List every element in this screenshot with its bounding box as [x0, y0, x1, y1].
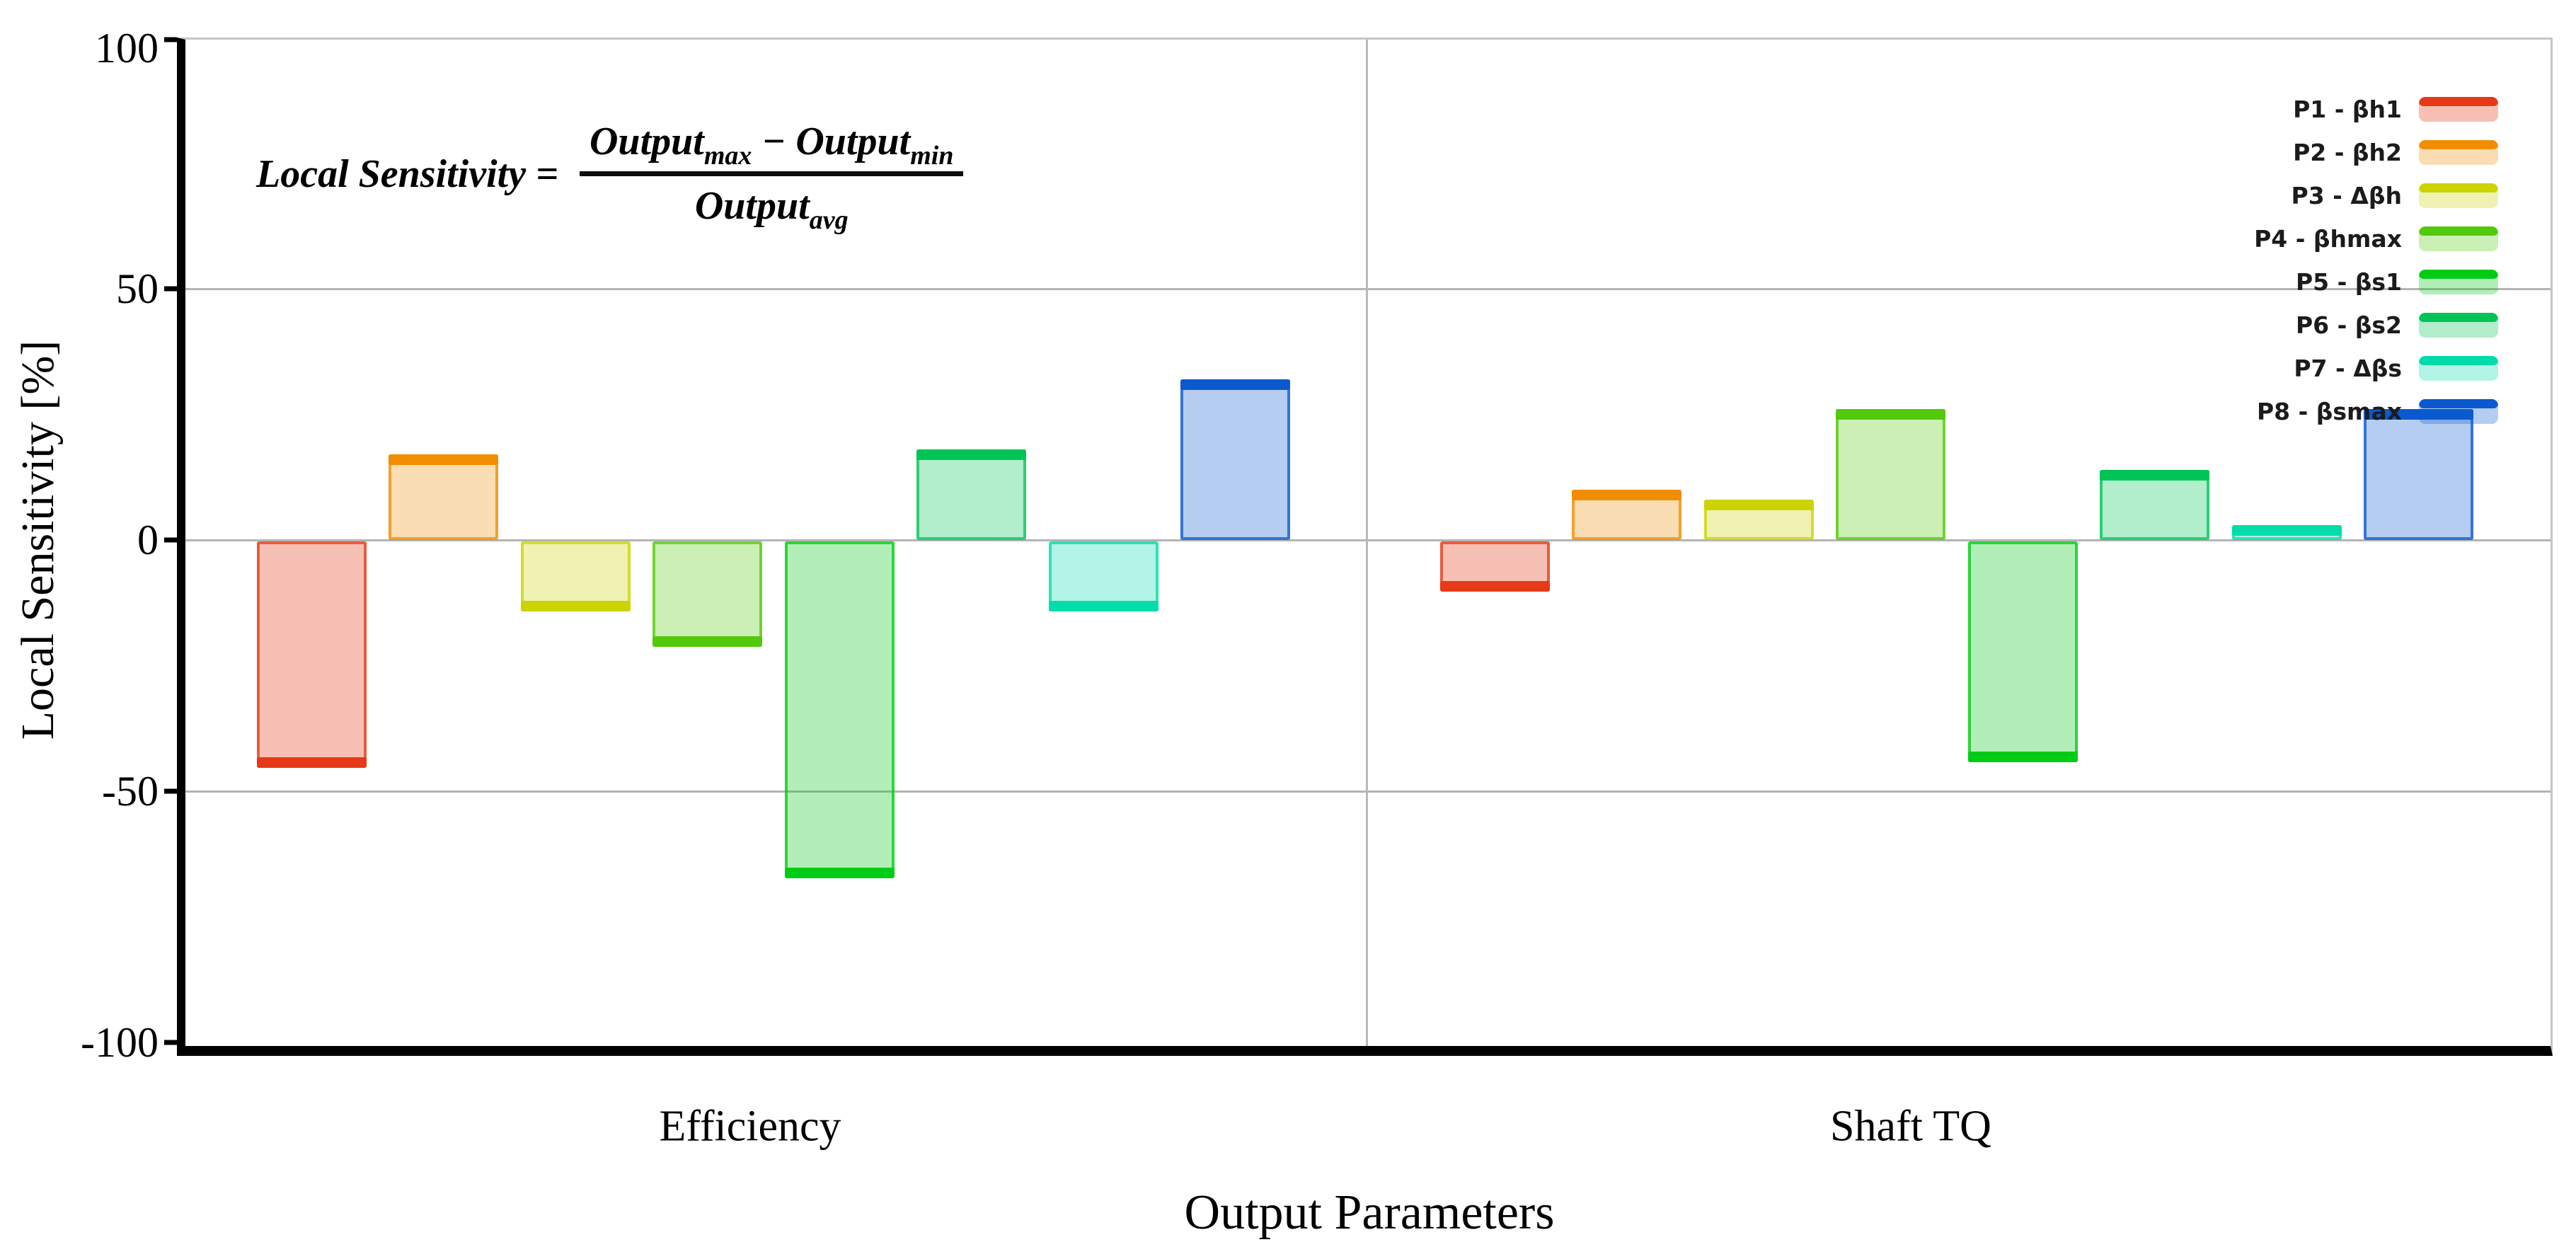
legend-item-p6: P6 - βs2 — [2254, 304, 2524, 347]
y-tick-mark — [164, 1040, 177, 1045]
bar-shaft-tq-p5 — [1967, 541, 2078, 763]
bar-value-cap — [256, 757, 367, 768]
legend-label: P6 - βs2 — [2295, 311, 2402, 339]
legend-swatch — [2419, 313, 2498, 338]
legend-swatch-cap — [2419, 97, 2498, 106]
bar-value-cap — [389, 454, 498, 466]
legend-swatch — [2419, 140, 2498, 165]
bar-efficiency-p4 — [652, 541, 762, 648]
legend-swatch — [2419, 270, 2498, 294]
legend-label: P1 - βh1 — [2293, 96, 2402, 123]
legend-label: P2 - βh2 — [2293, 139, 2402, 166]
y-tick-label-100: 100 — [95, 25, 159, 71]
legend-label: P8 - βsmax — [2256, 398, 2402, 425]
bar-value-cap — [1836, 409, 1945, 420]
bar-value-cap — [652, 636, 762, 648]
legend-swatch-cap — [2419, 183, 2498, 192]
bar-efficiency-p7 — [1048, 541, 1158, 612]
legend: P1 - βh1 P2 - βh2 P3 - Δβh P4 - βhmax P5 - β… — [2254, 88, 2524, 433]
bar-value-cap — [1572, 490, 1681, 500]
y-tick-mark — [164, 537, 177, 543]
legend-swatch-cap — [2419, 226, 2498, 236]
bar-value-cap — [2231, 524, 2342, 536]
bar-value-cap — [1703, 500, 1814, 511]
legend-swatch — [2419, 97, 2498, 122]
y-tick-label--50: -50 — [102, 768, 159, 815]
x-axis-title: Output Parameters — [1184, 1185, 1555, 1240]
x-category-label-shaft-tq: Shaft TQ — [1830, 1102, 1991, 1151]
y-tick-label-0: 0 — [137, 517, 159, 563]
legend-swatch — [2419, 183, 2498, 208]
formula-lhs: Local Sensitivity = — [256, 151, 558, 196]
legend-label: P5 - βs1 — [2295, 268, 2402, 296]
legend-item-p4: P4 - βhmax — [2254, 217, 2524, 260]
gridline--50 — [185, 791, 2551, 793]
legend-label: P4 - βhmax — [2254, 225, 2402, 253]
bar-efficiency-p6 — [916, 449, 1026, 540]
bar-shaft-tq-p6 — [2100, 469, 2209, 540]
bar-value-cap — [784, 867, 895, 878]
bar-value-cap — [2364, 409, 2473, 420]
legend-item-p8: P8 - βsmax — [2254, 390, 2524, 433]
bar-efficiency-p2 — [389, 454, 498, 540]
bar-shaft-tq-p7 — [2231, 524, 2342, 540]
legend-swatch — [2419, 356, 2498, 381]
bar-efficiency-p3 — [520, 541, 631, 612]
formula-annotation: Local Sensitivity = Outputmax − Outputmi… — [256, 119, 964, 235]
bar-shaft-tq-p2 — [1572, 490, 1681, 540]
bar-shaft-tq-p4 — [1836, 409, 1945, 540]
legend-swatch-cap — [2419, 270, 2498, 279]
bar-value-cap — [1439, 581, 1550, 592]
legend-item-p3: P3 - Δβh — [2254, 174, 2524, 217]
legend-item-p7: P7 - Δβs — [2254, 347, 2524, 390]
legend-item-p5: P5 - βs1 — [2254, 260, 2524, 304]
legend-swatch-cap — [2419, 399, 2498, 408]
y-tick-label-50: 50 — [116, 265, 159, 312]
legend-item-p1: P1 - βh1 — [2254, 88, 2524, 131]
legend-label: P3 - Δβh — [2291, 182, 2402, 209]
bar-value-cap — [2100, 469, 2209, 481]
bar-shaft-tq-p3 — [1703, 500, 1814, 540]
bar-efficiency-p5 — [784, 541, 895, 878]
legend-item-p2: P2 - βh2 — [2254, 131, 2524, 174]
bar-efficiency-p1 — [256, 541, 367, 768]
y-tick-label--100: -100 — [81, 1019, 159, 1066]
bar-value-cap — [916, 449, 1026, 461]
bar-value-cap — [1967, 752, 2078, 763]
y-tick-mark — [164, 788, 177, 794]
plot-area: Local Sensitivity = Outputmax − Outputmi… — [177, 38, 2553, 1056]
bar-value-cap — [520, 601, 631, 612]
bar-value-cap — [1048, 601, 1158, 612]
legend-swatch-cap — [2419, 356, 2498, 365]
formula-denominator: Outputavg — [694, 184, 849, 235]
legend-swatch-cap — [2419, 313, 2498, 322]
bar-shaft-tq-p8 — [2364, 409, 2473, 540]
formula-numerator: Outputmax − Outputmin — [579, 119, 964, 176]
y-tick-mark — [164, 286, 177, 292]
legend-swatch — [2419, 226, 2498, 251]
gridline-50 — [185, 288, 2551, 290]
x-category-label-efficiency: Efficiency — [659, 1102, 841, 1151]
bar-shaft-tq-p1 — [1439, 541, 1550, 592]
legend-label: P7 - Δβs — [2294, 355, 2402, 382]
y-tick-mark — [164, 37, 177, 42]
bar-efficiency-p8 — [1180, 379, 1290, 540]
legend-swatch — [2419, 399, 2498, 424]
category-divider-line — [1366, 40, 1368, 1046]
gridline-0 — [185, 539, 2551, 541]
legend-swatch-cap — [2419, 140, 2498, 149]
bar-value-cap — [1180, 379, 1290, 390]
formula-fraction: Outputmax − Outputmin Outputavg — [579, 119, 964, 235]
